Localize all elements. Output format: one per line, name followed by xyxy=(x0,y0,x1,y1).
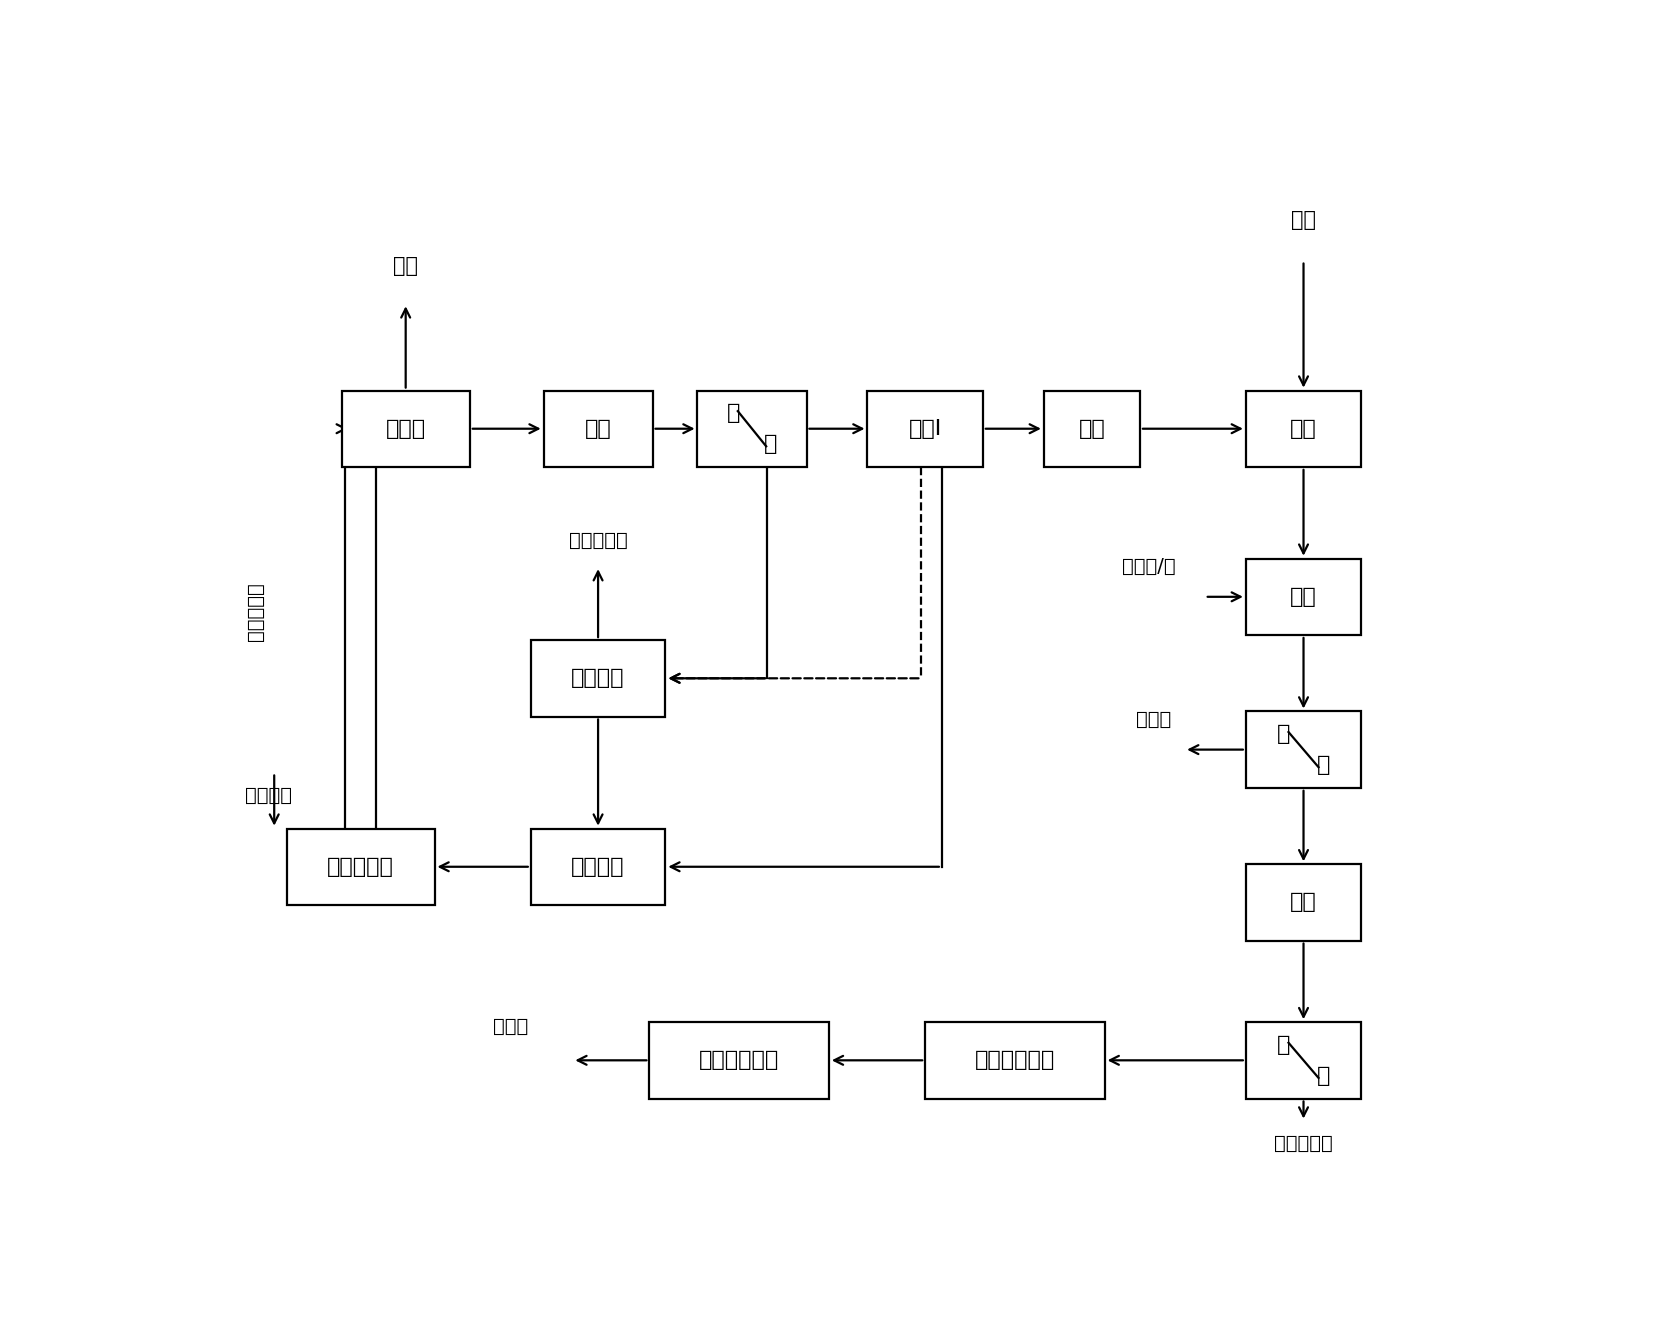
Text: 酸解: 酸解 xyxy=(1291,418,1317,439)
Text: 浸出: 浸出 xyxy=(584,418,611,439)
Bar xyxy=(1246,390,1360,467)
Text: 粉碎与后处理: 粉碎与后处理 xyxy=(698,1050,780,1070)
Text: 水解: 水解 xyxy=(1291,893,1317,913)
Text: 浸取液配制: 浸取液配制 xyxy=(328,857,394,877)
Bar xyxy=(1246,864,1360,941)
Text: 液: 液 xyxy=(1316,1065,1331,1086)
Bar xyxy=(1246,1023,1360,1098)
Text: 液: 液 xyxy=(727,404,740,423)
Text: 氧化物固体: 氧化物固体 xyxy=(569,532,627,550)
Bar xyxy=(531,828,665,905)
Bar xyxy=(697,390,806,467)
Text: 固: 固 xyxy=(1278,724,1291,745)
Bar xyxy=(543,390,652,467)
Text: 硫酸: 硫酸 xyxy=(1291,210,1316,230)
Text: 干燥: 干燥 xyxy=(1079,418,1106,439)
Bar xyxy=(1044,390,1140,467)
Text: 洗涤I: 洗涤I xyxy=(909,418,942,439)
Bar xyxy=(1246,712,1360,787)
Text: 固: 固 xyxy=(1278,1035,1291,1054)
Text: 稀硫酸溶液: 稀硫酸溶液 xyxy=(1274,1134,1332,1154)
Bar xyxy=(531,640,665,717)
Text: 液: 液 xyxy=(1316,755,1331,775)
Text: 稀硫酸/水: 稀硫酸/水 xyxy=(1122,557,1175,576)
Bar xyxy=(867,390,983,467)
Text: 氢气: 氢气 xyxy=(394,255,419,275)
Bar xyxy=(341,390,470,467)
Bar xyxy=(286,828,435,905)
Bar xyxy=(1246,558,1360,635)
Text: 盐酸再生: 盐酸再生 xyxy=(571,857,626,877)
Bar xyxy=(925,1023,1106,1098)
Text: 溶解: 溶解 xyxy=(1291,587,1317,607)
Text: 钛白粉: 钛白粉 xyxy=(493,1017,528,1036)
Text: 母液焚烧: 母液焚烧 xyxy=(571,668,626,688)
Text: 固: 固 xyxy=(765,434,778,454)
Text: 盐处理与煅烧: 盐处理与煅烧 xyxy=(975,1050,1054,1070)
Text: 预浸出: 预浸出 xyxy=(386,418,425,439)
Bar xyxy=(649,1023,829,1098)
Text: 酸解渣: 酸解渣 xyxy=(1137,709,1172,729)
Text: 新流程钛渣: 新流程钛渣 xyxy=(247,582,265,642)
Text: 补加盐酸: 补加盐酸 xyxy=(245,786,291,804)
